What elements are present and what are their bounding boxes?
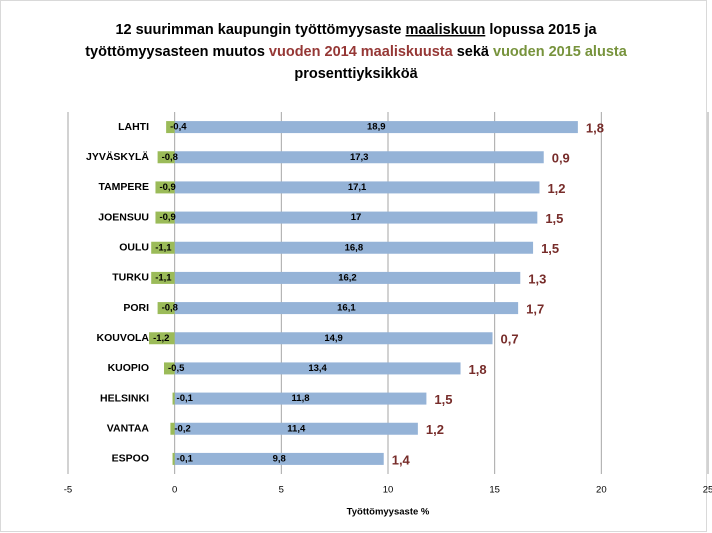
category-label: KUOPIO	[108, 362, 149, 374]
value-label: 16,8	[345, 242, 364, 253]
bar	[174, 271, 521, 284]
bar	[157, 151, 175, 164]
value-label: 14,9	[324, 333, 343, 344]
title-part: maaliskuun	[406, 22, 486, 38]
bar	[151, 271, 175, 284]
change-label: 1,5	[541, 241, 559, 256]
category-label: VANTAA	[107, 423, 150, 435]
bar	[172, 452, 175, 465]
category-label: TURKU	[112, 272, 149, 284]
x-tick-label: 25	[703, 485, 712, 496]
value-label: 13,4	[308, 363, 327, 374]
value-label: -0,9	[159, 182, 175, 193]
x-tick-label: -5	[64, 485, 72, 496]
x-tick-label: 0	[172, 485, 177, 496]
x-tick-label: 15	[489, 485, 500, 496]
value-label: -0,1	[177, 393, 194, 404]
value-label: -0,1	[177, 453, 194, 464]
bar	[174, 362, 461, 375]
change-label: 1,7	[526, 302, 544, 317]
chart-title: työttömyysasteen muutos vuoden 2014 maal…	[85, 44, 628, 60]
title-part: vuoden 2015 alusta	[493, 44, 628, 60]
title-part: lopussa 2015 ja	[485, 22, 597, 38]
category-label: OULU	[119, 242, 149, 254]
x-tick-label: 10	[383, 485, 394, 496]
title-part: vuoden 2014 maaliskuusta	[269, 44, 454, 60]
bar	[174, 181, 540, 194]
title-part: työttömyysasteen muutos	[85, 44, 269, 60]
value-label: -0,2	[174, 423, 190, 434]
bar	[166, 121, 175, 134]
value-label: -1,2	[153, 333, 169, 344]
title-part: prosenttiyksikköä	[294, 66, 418, 82]
x-tick-label: 5	[279, 485, 284, 496]
value-label: 16,2	[338, 272, 357, 283]
bar	[174, 452, 384, 465]
change-label: 0,9	[552, 151, 570, 166]
value-label: -0,8	[162, 303, 178, 314]
bar	[174, 211, 538, 224]
category-label: KOUVOLA	[97, 332, 150, 344]
change-label: 1,4	[392, 452, 411, 467]
value-label: 17,3	[350, 152, 369, 163]
value-label: -0,5	[168, 363, 185, 374]
bar	[174, 241, 534, 254]
bar	[174, 151, 544, 164]
value-label: 11,4	[287, 423, 306, 434]
bar	[170, 422, 175, 435]
bar	[172, 392, 175, 405]
bar	[157, 302, 175, 315]
value-label: -1,1	[155, 272, 172, 283]
value-label: 11,8	[292, 393, 310, 404]
value-label: -1,1	[155, 242, 172, 253]
x-axis-label: Työttömyysaste %	[347, 507, 430, 518]
bar	[149, 332, 175, 345]
bar	[151, 241, 175, 254]
value-label: -0,4	[170, 122, 187, 133]
value-label: -0,9	[159, 212, 175, 223]
title-part: 12 suurimman kaupungin työttömyysaste	[115, 22, 405, 38]
value-label: 17,1	[348, 182, 367, 193]
change-label: 1,2	[426, 422, 444, 437]
chart-title: 12 suurimman kaupungin työttömyysaste ma…	[115, 22, 597, 38]
x-tick-label: 20	[596, 485, 607, 496]
bar	[174, 392, 427, 405]
bar	[174, 332, 493, 345]
chart-title: prosenttiyksikköä	[294, 66, 418, 82]
bar	[174, 121, 578, 134]
category-label: HELSINKI	[100, 392, 149, 404]
change-label: 1,3	[528, 271, 546, 286]
change-label: 1,5	[434, 392, 452, 407]
value-label: -0,8	[162, 152, 178, 163]
category-label: LAHTI	[118, 121, 149, 133]
bar	[174, 422, 418, 435]
bar	[164, 362, 175, 375]
category-label: ESPOO	[112, 453, 149, 465]
change-label: 1,2	[547, 181, 565, 196]
title-part: sekä	[453, 44, 493, 60]
category-label: JOENSUU	[98, 211, 149, 223]
change-label: 1,5	[545, 211, 563, 226]
value-label: 9,8	[273, 453, 286, 464]
value-label: 17	[351, 212, 362, 223]
bar	[174, 302, 519, 315]
bar	[155, 211, 175, 224]
category-label: JYVÄSKYLÄ	[86, 150, 149, 163]
change-label: 0,7	[501, 332, 519, 347]
value-label: 18,9	[367, 122, 386, 133]
category-label: PORI	[123, 302, 149, 314]
value-label: 16,1	[337, 303, 356, 314]
category-label: TAMPERE	[98, 181, 149, 193]
change-label: 1,8	[586, 121, 604, 136]
bar	[155, 181, 175, 194]
change-label: 1,8	[469, 362, 487, 377]
